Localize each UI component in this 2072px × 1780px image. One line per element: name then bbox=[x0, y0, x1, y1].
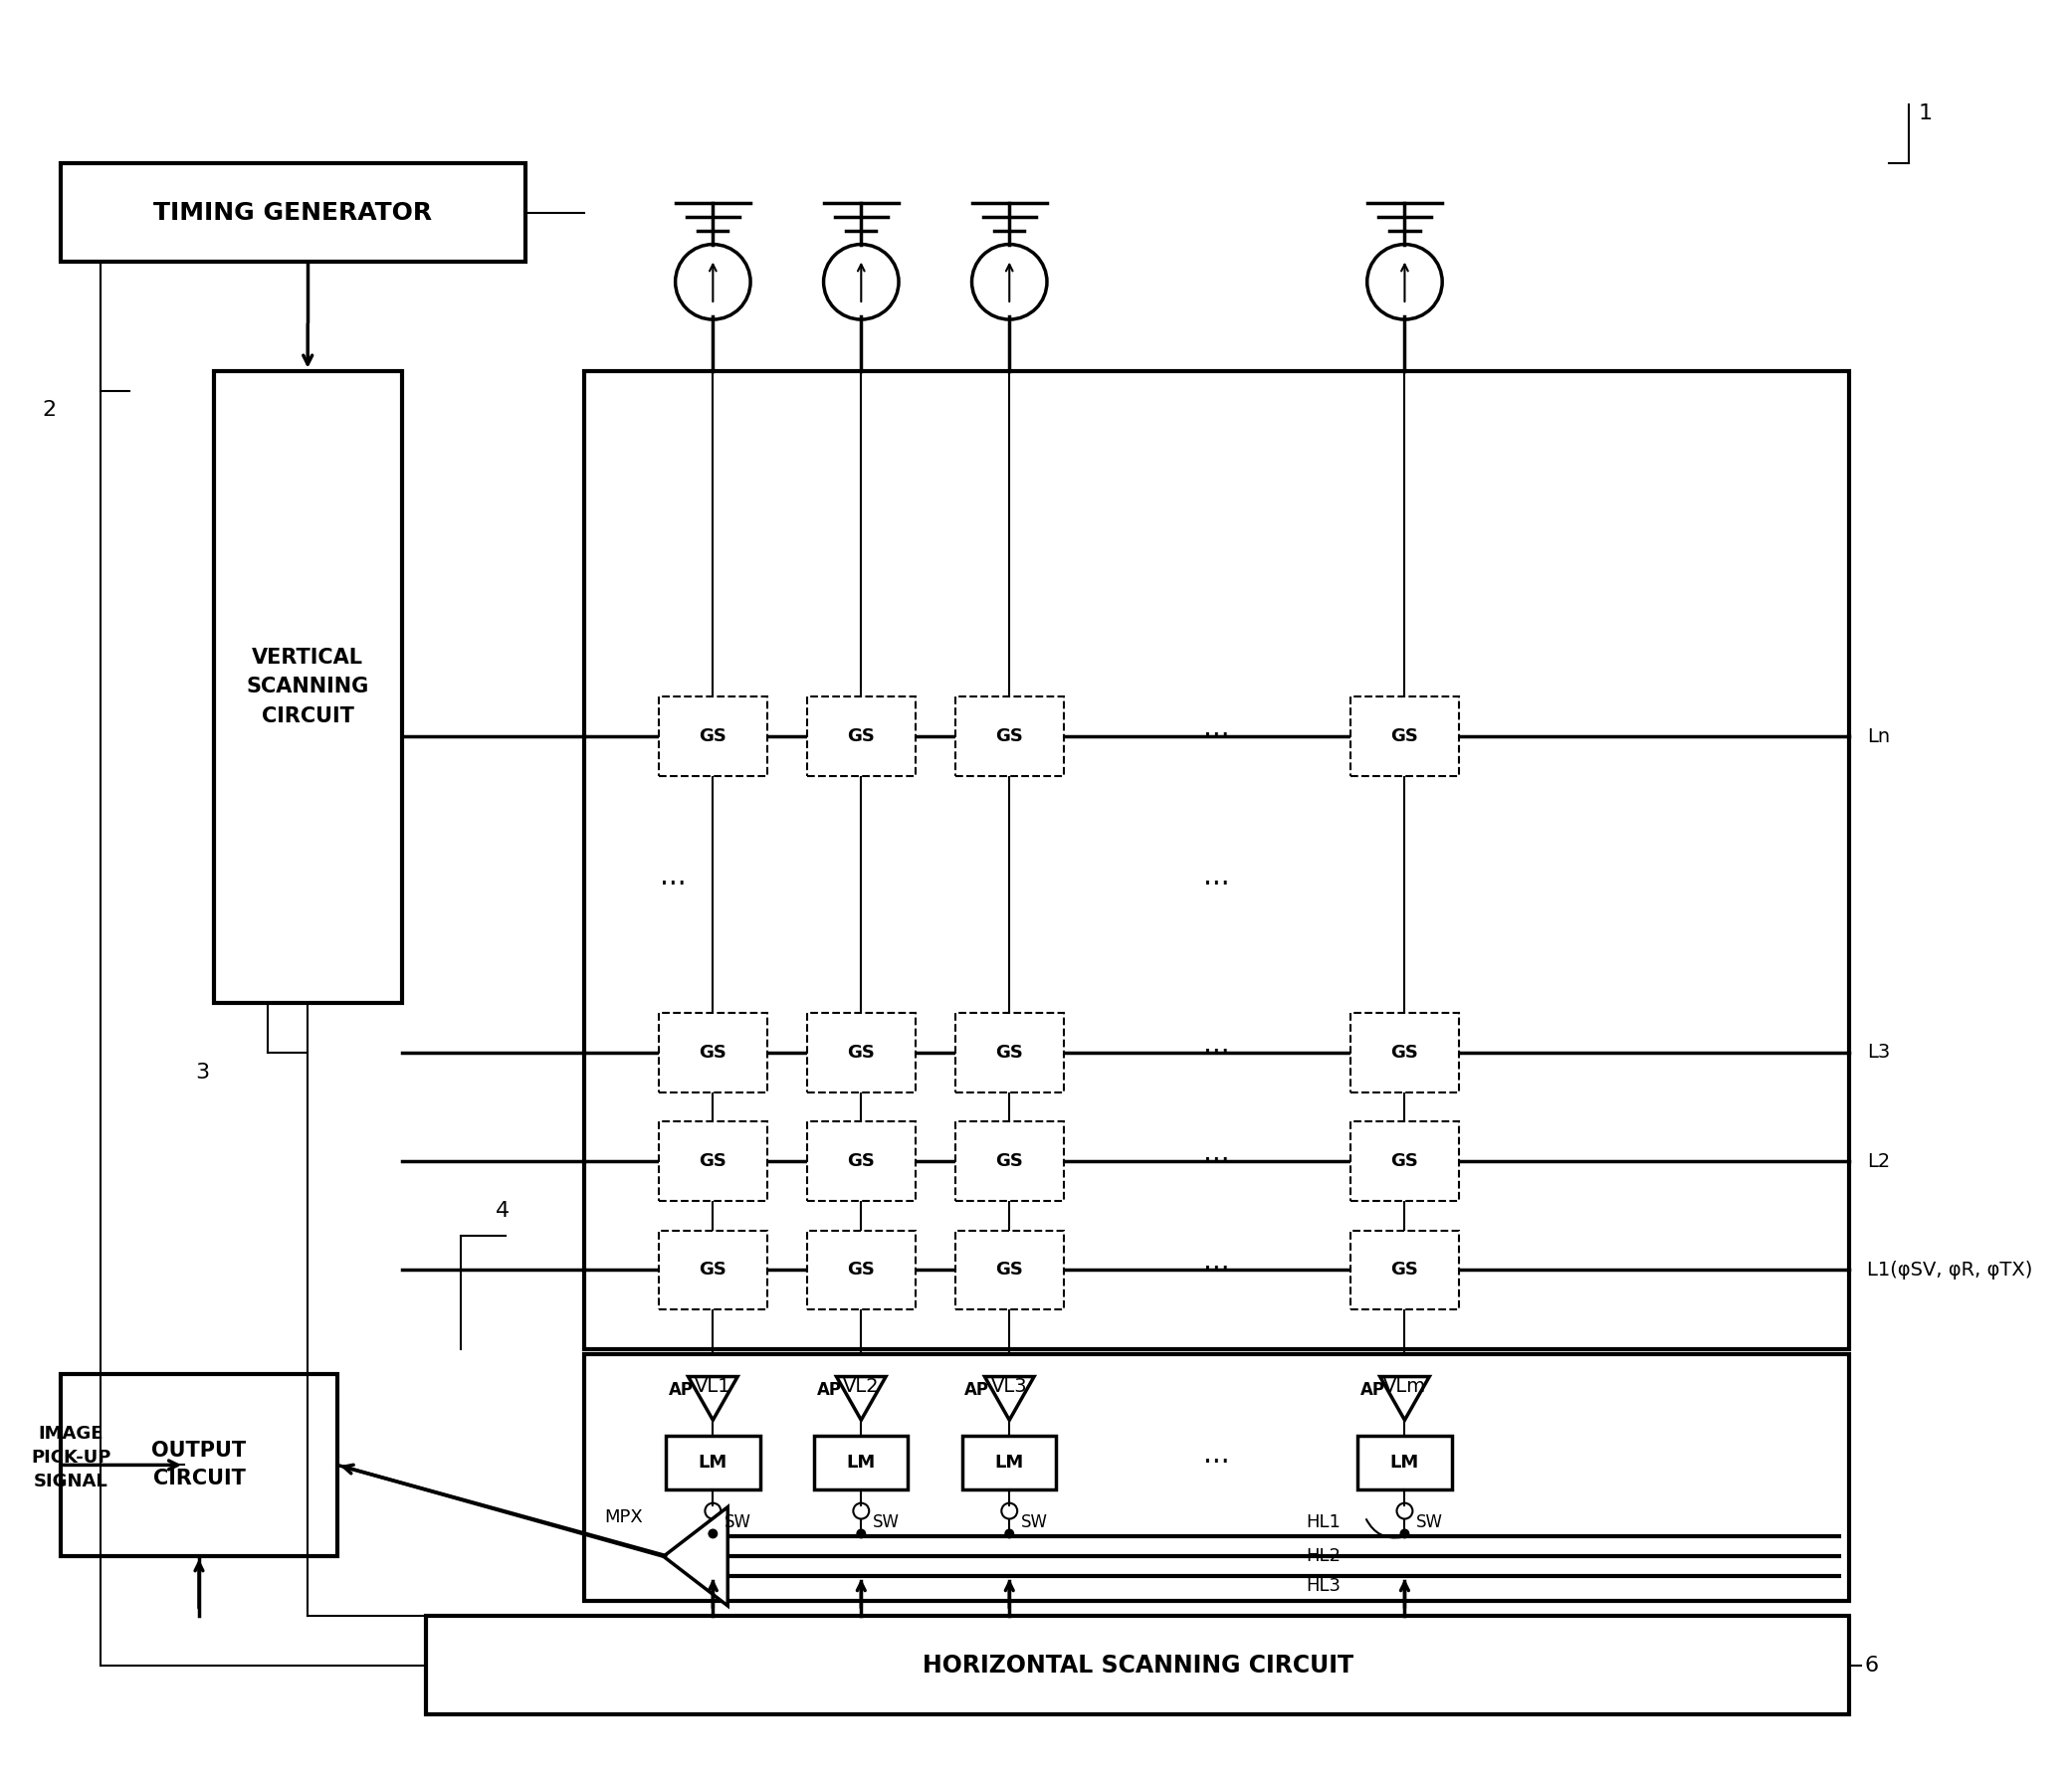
Text: 1: 1 bbox=[1919, 103, 1933, 125]
Text: GS: GS bbox=[847, 1260, 874, 1278]
Text: IMAGE
PICK-UP
SIGNAL: IMAGE PICK-UP SIGNAL bbox=[31, 1426, 112, 1490]
Text: HL2: HL2 bbox=[1305, 1547, 1341, 1565]
Text: L2: L2 bbox=[1867, 1152, 1890, 1171]
Bar bbox=[814, 1435, 908, 1490]
Text: ···: ··· bbox=[1204, 723, 1231, 751]
Text: SW: SW bbox=[872, 1513, 899, 1531]
Text: LM: LM bbox=[698, 1454, 727, 1472]
Text: TIMING GENERATOR: TIMING GENERATOR bbox=[153, 201, 433, 224]
Text: GS: GS bbox=[1390, 1043, 1419, 1061]
Bar bbox=[584, 1355, 1850, 1600]
Text: GS: GS bbox=[847, 728, 874, 746]
Bar bbox=[584, 370, 1850, 1349]
Text: HL1: HL1 bbox=[1305, 1513, 1341, 1531]
Text: SW: SW bbox=[1021, 1513, 1048, 1531]
Bar bbox=[806, 1230, 916, 1310]
Text: ···: ··· bbox=[1204, 1257, 1231, 1283]
Text: GS: GS bbox=[698, 728, 727, 746]
Circle shape bbox=[1005, 1529, 1015, 1538]
Polygon shape bbox=[688, 1376, 738, 1420]
Bar bbox=[1357, 1435, 1452, 1490]
Text: GS: GS bbox=[698, 1152, 727, 1169]
Bar bbox=[955, 1230, 1063, 1310]
Bar bbox=[955, 1013, 1063, 1093]
Bar bbox=[659, 1230, 767, 1310]
Bar bbox=[1351, 1013, 1459, 1093]
Text: Ln: Ln bbox=[1867, 726, 1890, 746]
Text: OUTPUT
CIRCUIT: OUTPUT CIRCUIT bbox=[151, 1442, 247, 1488]
Text: AP: AP bbox=[966, 1381, 990, 1399]
Bar bbox=[213, 370, 402, 1004]
Text: AP: AP bbox=[1359, 1381, 1384, 1399]
Text: GS: GS bbox=[995, 1043, 1024, 1061]
Text: 6: 6 bbox=[1865, 1655, 1877, 1675]
Text: LM: LM bbox=[995, 1454, 1024, 1472]
Text: 2: 2 bbox=[41, 400, 56, 420]
Bar bbox=[806, 1013, 916, 1093]
Text: GS: GS bbox=[1390, 1152, 1419, 1169]
Text: GS: GS bbox=[847, 1152, 874, 1169]
Text: ···: ··· bbox=[661, 870, 686, 899]
Bar bbox=[955, 1121, 1063, 1202]
Text: HL3: HL3 bbox=[1305, 1577, 1341, 1595]
Text: VLm: VLm bbox=[1384, 1378, 1426, 1396]
Text: SW: SW bbox=[1417, 1513, 1444, 1531]
Text: ···: ··· bbox=[1204, 1449, 1231, 1476]
Text: GS: GS bbox=[995, 728, 1024, 746]
Circle shape bbox=[709, 1529, 717, 1538]
Text: L1(φSV, φR, φTX): L1(φSV, φR, φTX) bbox=[1867, 1260, 2033, 1280]
Text: ···: ··· bbox=[1204, 1038, 1231, 1066]
Text: GS: GS bbox=[995, 1260, 1024, 1278]
Text: GS: GS bbox=[1390, 728, 1419, 746]
Bar bbox=[806, 1121, 916, 1202]
Bar bbox=[427, 1616, 1850, 1714]
Circle shape bbox=[856, 1529, 866, 1538]
Bar bbox=[1351, 1230, 1459, 1310]
Text: GS: GS bbox=[847, 1043, 874, 1061]
Text: VERTICAL
SCANNING
CIRCUIT: VERTICAL SCANNING CIRCUIT bbox=[247, 648, 369, 726]
Text: L3: L3 bbox=[1867, 1043, 1890, 1063]
Text: LM: LM bbox=[847, 1454, 876, 1472]
Bar bbox=[60, 1374, 338, 1556]
Polygon shape bbox=[837, 1376, 887, 1420]
Polygon shape bbox=[984, 1376, 1034, 1420]
Bar bbox=[961, 1435, 1057, 1490]
Text: AP: AP bbox=[816, 1381, 841, 1399]
Text: MPX: MPX bbox=[605, 1508, 642, 1525]
Polygon shape bbox=[1380, 1376, 1430, 1420]
Bar bbox=[659, 1121, 767, 1202]
Polygon shape bbox=[663, 1508, 727, 1606]
Text: GS: GS bbox=[698, 1260, 727, 1278]
Bar bbox=[955, 696, 1063, 776]
Text: ···: ··· bbox=[1204, 870, 1231, 899]
Text: 4: 4 bbox=[495, 1202, 510, 1221]
Circle shape bbox=[1401, 1529, 1409, 1538]
Bar bbox=[806, 696, 916, 776]
Text: ···: ··· bbox=[1204, 1148, 1231, 1175]
Bar bbox=[659, 696, 767, 776]
Text: GS: GS bbox=[698, 1043, 727, 1061]
Bar bbox=[665, 1435, 760, 1490]
Text: AP: AP bbox=[669, 1381, 694, 1399]
Text: VL2: VL2 bbox=[843, 1378, 879, 1396]
Text: SW: SW bbox=[725, 1513, 752, 1531]
Bar bbox=[60, 164, 524, 262]
Text: GS: GS bbox=[1390, 1260, 1419, 1278]
Text: VL1: VL1 bbox=[694, 1378, 731, 1396]
Text: 3: 3 bbox=[195, 1063, 209, 1082]
Text: HORIZONTAL SCANNING CIRCUIT: HORIZONTAL SCANNING CIRCUIT bbox=[922, 1654, 1353, 1677]
Bar bbox=[659, 1013, 767, 1093]
Bar bbox=[1351, 696, 1459, 776]
Text: GS: GS bbox=[995, 1152, 1024, 1169]
Bar bbox=[1351, 1121, 1459, 1202]
Text: VL3: VL3 bbox=[990, 1378, 1028, 1396]
Text: LM: LM bbox=[1390, 1454, 1419, 1472]
